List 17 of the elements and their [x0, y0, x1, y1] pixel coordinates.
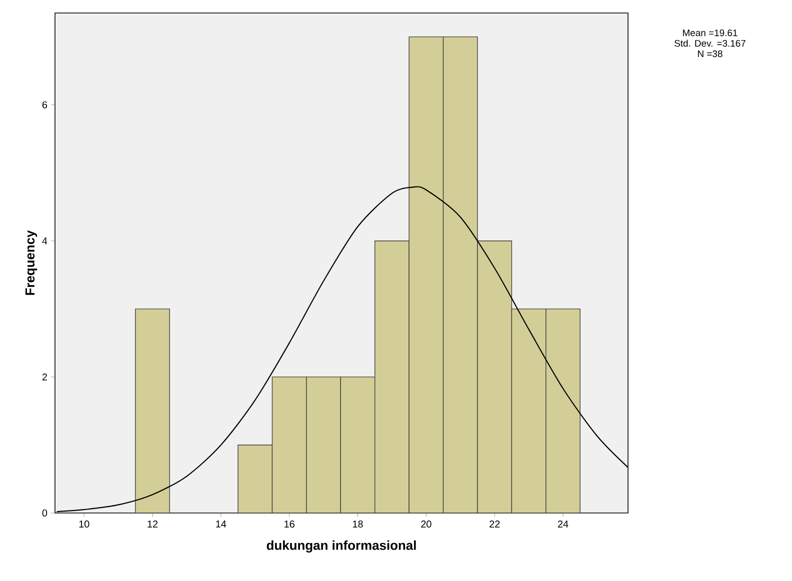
text: N =38 [698, 50, 722, 58]
y-tick-label: 4 [42, 237, 48, 244]
y-tick-label: 0 [42, 509, 48, 517]
x-tick-label: 20 [421, 520, 432, 528]
text: Std. Dev. =3.167 [674, 40, 746, 47]
y-tick-label: 2 [42, 373, 47, 380]
text: Mean =19.61 [683, 30, 738, 36]
y-tick-label: 6 [42, 101, 48, 108]
x-tick-label: 24 [558, 520, 568, 528]
x-tick-label: 14 [216, 520, 226, 528]
x-tick-label: 12 [148, 520, 158, 528]
x-tick-label: 22 [490, 520, 500, 528]
x-axis-title: dukungan informasional [266, 540, 416, 553]
x-tick-label: 18 [352, 520, 363, 528]
y-axis-title: Frequency [26, 230, 38, 295]
x-tick-label: 10 [79, 520, 90, 528]
x-tick-label: 16 [284, 520, 294, 528]
